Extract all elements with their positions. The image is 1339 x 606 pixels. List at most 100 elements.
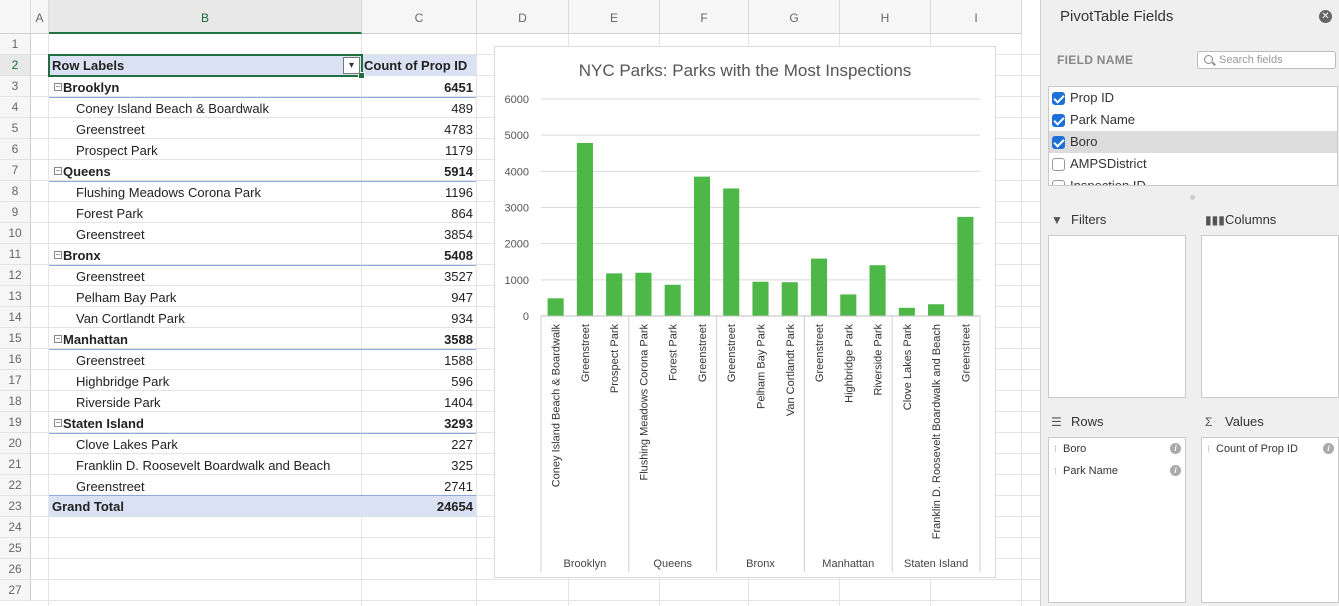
pivot-group-total[interactable]: 6451 (444, 80, 473, 95)
pivot-group-total[interactable]: 3588 (444, 332, 473, 347)
field-item-ampsdistrict[interactable]: AMPSDistrict (1049, 153, 1337, 175)
pivot-item-label[interactable]: Coney Island Beach & Boardwalk (76, 101, 269, 116)
pivot-item-label[interactable]: Forest Park (76, 206, 144, 221)
row-header-11[interactable]: 11 (0, 244, 31, 265)
pivot-item-label[interactable]: Greenstreet (76, 122, 145, 137)
pivot-header-count[interactable]: Count of Prop ID (362, 55, 476, 76)
pivot-item-value[interactable]: 2741 (444, 479, 473, 494)
collapse-minus-icon[interactable]: − (54, 82, 62, 91)
search-fields-input[interactable]: Search fields (1197, 51, 1336, 69)
info-icon[interactable]: i (1170, 443, 1181, 454)
row-header-16[interactable]: 16 (0, 349, 31, 370)
pivot-group-label[interactable]: Staten Island (63, 416, 144, 431)
row-header-7[interactable]: 7 (0, 160, 31, 181)
field-checkbox[interactable] (1052, 114, 1065, 127)
pivot-item-label[interactable]: Highbridge Park (76, 374, 170, 389)
column-header-f[interactable]: F (660, 0, 749, 34)
chart-title[interactable]: NYC Parks: Parks with the Most Inspectio… (578, 61, 912, 80)
pivot-item-value[interactable]: 596 (451, 374, 473, 389)
column-header-e[interactable]: E (569, 0, 660, 34)
pivot-item-value[interactable]: 4783 (444, 122, 473, 137)
pivot-item-value[interactable]: 934 (451, 311, 473, 326)
pivot-group-label[interactable]: Brooklyn (63, 80, 120, 95)
row-header-24[interactable]: 24 (0, 517, 31, 538)
row-header-12[interactable]: 12 (0, 265, 31, 286)
bar[interactable] (693, 176, 711, 316)
drag-handle-icon[interactable]: ⁝ (1207, 444, 1210, 454)
column-header-a[interactable]: A (31, 0, 49, 34)
values-drop-zone[interactable]: ⁝ Count of Prop ID i (1201, 437, 1339, 603)
pivot-item-label[interactable]: Clove Lakes Park (76, 437, 178, 452)
row-header-4[interactable]: 4 (0, 97, 31, 118)
pivot-item-value[interactable]: 1588 (444, 353, 473, 368)
row-header-3[interactable]: 3 (0, 76, 31, 97)
rows-drop-zone[interactable]: ⁝ Boro i ⁝ Park Name i (1048, 437, 1186, 603)
pivot-group-total[interactable]: 5914 (444, 164, 473, 179)
row-header-21[interactable]: 21 (0, 454, 31, 475)
column-header-c[interactable]: C (362, 0, 477, 34)
collapse-minus-icon[interactable]: − (54, 418, 62, 427)
collapse-minus-icon[interactable]: − (54, 250, 62, 259)
field-checkbox[interactable] (1052, 92, 1065, 105)
column-header-d[interactable]: D (477, 0, 569, 34)
bar[interactable] (869, 265, 886, 316)
pivot-item-value[interactable]: 489 (451, 101, 473, 116)
collapse-minus-icon[interactable]: − (54, 334, 62, 343)
info-icon[interactable]: i (1170, 465, 1181, 476)
pivot-chart[interactable]: NYC Parks: Parks with the Most Inspectio… (494, 46, 996, 578)
field-item-prop-id[interactable]: Prop ID (1049, 87, 1337, 109)
bar[interactable] (664, 284, 681, 316)
bar[interactable] (606, 273, 623, 316)
pivot-item-label[interactable]: Flushing Meadows Corona Park (76, 185, 261, 200)
row-header-5[interactable]: 5 (0, 118, 31, 139)
close-icon[interactable]: ✕ (1319, 10, 1332, 23)
bar[interactable] (781, 282, 798, 316)
field-item-park-name[interactable]: Park Name (1049, 109, 1337, 131)
pivot-item-label[interactable]: Riverside Park (76, 395, 161, 410)
pivot-item-value[interactable]: 1179 (445, 143, 473, 158)
bar[interactable] (576, 143, 593, 316)
field-checkbox[interactable] (1052, 180, 1065, 185)
bar[interactable] (928, 304, 945, 316)
field-list[interactable]: Prop ID Park Name Boro AMPSDistrict Inspecti… (1048, 86, 1338, 186)
row-header-22[interactable]: 22 (0, 475, 31, 496)
pivot-item-label[interactable]: Greenstreet (76, 353, 145, 368)
pivot-header-row-labels[interactable]: Row Labels (49, 55, 362, 76)
pivot-item-value[interactable]: 1404 (444, 395, 473, 410)
splitter-handle[interactable] (1190, 195, 1195, 200)
pivot-item-value[interactable]: 325 (451, 458, 473, 473)
row-header-2[interactable]: 2 (0, 55, 31, 76)
row-header-26[interactable]: 26 (0, 559, 31, 580)
field-item-boro[interactable]: Boro (1049, 131, 1337, 153)
drag-handle-icon[interactable]: ⁝ (1054, 444, 1057, 454)
field-item-inspection-id[interactable]: Inspection ID (1049, 175, 1337, 185)
filter-dropdown-icon[interactable]: ▾ (343, 57, 360, 74)
pivot-item-value[interactable]: 947 (451, 290, 473, 305)
column-header-i[interactable]: I (931, 0, 1022, 34)
row-header-25[interactable]: 25 (0, 538, 31, 559)
grand-total-value[interactable]: 24654 (362, 496, 476, 517)
row-header-27[interactable]: 27 (0, 580, 31, 601)
pivot-group-label[interactable]: Bronx (63, 248, 101, 263)
row-header-20[interactable]: 20 (0, 433, 31, 454)
row-header-23[interactable]: 23 (0, 496, 31, 517)
pivot-item-value[interactable]: 3854 (444, 227, 473, 242)
bar[interactable] (810, 258, 828, 316)
pivot-group-label[interactable]: Queens (63, 164, 111, 179)
pivot-item-value[interactable]: 864 (451, 206, 473, 221)
row-header-14[interactable]: 14 (0, 307, 31, 328)
row-header-8[interactable]: 8 (0, 181, 31, 202)
bar[interactable] (635, 272, 652, 316)
grand-total-label[interactable]: Grand Total (49, 496, 362, 517)
bar[interactable] (898, 307, 915, 316)
pivot-item-value[interactable]: 227 (451, 437, 473, 452)
pivot-item-label[interactable]: Greenstreet (76, 269, 145, 284)
pivot-item-label[interactable]: Prospect Park (76, 143, 158, 158)
zone-item[interactable]: ⁝ Count of Prop ID i (1202, 438, 1338, 460)
filters-drop-zone[interactable] (1048, 235, 1186, 398)
row-header-19[interactable]: 19 (0, 412, 31, 433)
row-header-17[interactable]: 17 (0, 370, 31, 391)
pivot-group-label[interactable]: Manhattan (63, 332, 128, 347)
column-header-h[interactable]: H (840, 0, 931, 34)
